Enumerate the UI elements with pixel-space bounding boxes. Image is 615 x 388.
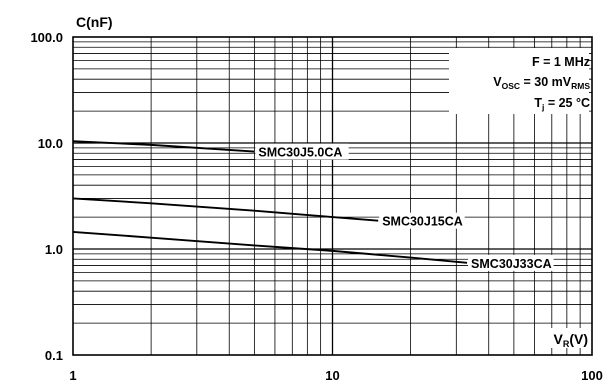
series-labels: SMC30J5.0CA SMC30J15CA SMC30J33CA bbox=[255, 143, 554, 271]
series-label: SMC30J15CA bbox=[382, 215, 463, 229]
series-line bbox=[72, 230, 468, 264]
series-line bbox=[72, 140, 255, 153]
x-tick-label: 100 bbox=[581, 368, 603, 383]
plot-frame bbox=[72, 36, 593, 356]
condition-temperature: Tj = 25 °C bbox=[534, 96, 590, 112]
x-tick-label: 1 bbox=[69, 368, 76, 383]
y-tick-label: 10.0 bbox=[38, 136, 63, 151]
x-axis-label: VR(V) bbox=[553, 331, 588, 349]
conditions-box: F = 1 MHz VOSC = 30 mVRMS Tj = 25 °C bbox=[449, 48, 590, 114]
y-tick-label: 1.0 bbox=[45, 242, 63, 257]
series-label: SMC30J33CA bbox=[471, 257, 552, 271]
series-line bbox=[72, 197, 379, 222]
condition-voltage: VOSC = 30 mVRMS bbox=[493, 75, 590, 91]
y-tick-label: 0.1 bbox=[45, 348, 63, 363]
series-label-background bbox=[379, 212, 465, 229]
series-label: SMC30J5.0CA bbox=[258, 146, 342, 160]
series-lines bbox=[72, 140, 468, 264]
x-axis-label-group: VR(V) bbox=[547, 328, 589, 349]
y-axis-label: C(nF) bbox=[76, 14, 113, 30]
series-label-background bbox=[468, 254, 554, 271]
series-label-background bbox=[255, 143, 349, 160]
y-tick-label: 100.0 bbox=[30, 30, 63, 45]
tick-labels: 1 10 100 100.0 10.0 1.0 0.1 bbox=[30, 30, 602, 383]
condition-frequency: F = 1 MHz bbox=[532, 55, 590, 69]
x-tick-label: 10 bbox=[325, 368, 339, 383]
